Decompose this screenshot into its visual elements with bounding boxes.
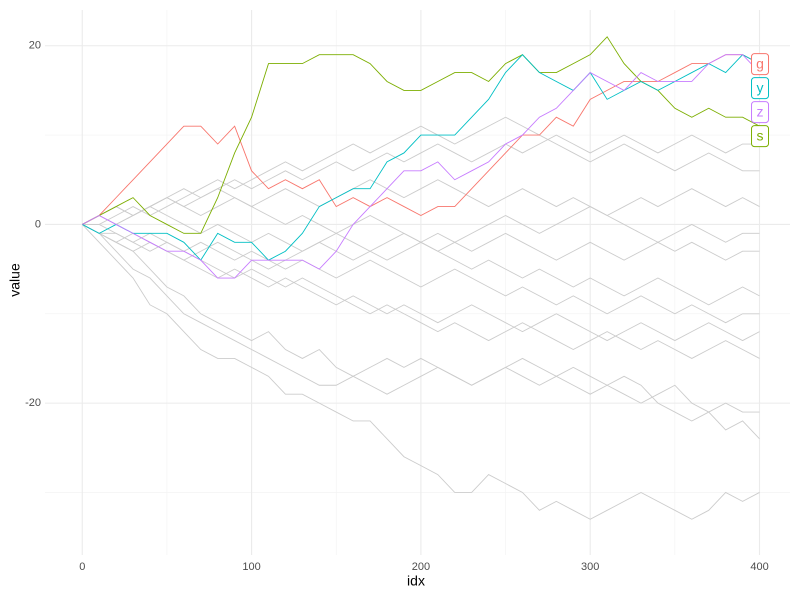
y-tick-label: 20 <box>29 40 41 52</box>
x-axis-title: idx <box>407 573 425 589</box>
x-tick-label: 400 <box>750 561 768 573</box>
y-tick-label: 0 <box>35 218 41 230</box>
background-line <box>82 179 760 225</box>
label-text: y <box>757 79 764 95</box>
label-text: s <box>757 127 764 143</box>
x-tick-label: 200 <box>412 561 430 573</box>
label-box <box>751 101 770 124</box>
background-line <box>82 224 760 422</box>
label-box <box>751 77 770 100</box>
series-line <box>82 54 760 261</box>
x-tick-label: 0 <box>79 561 85 573</box>
label-box <box>751 125 770 148</box>
series-label: g <box>751 53 770 76</box>
series-line <box>82 54 760 279</box>
background-line <box>81 224 760 520</box>
grid <box>45 10 790 555</box>
y-axis-title: value <box>7 263 23 297</box>
series-label: z <box>751 101 770 124</box>
y-tick-label: -20 <box>25 397 41 409</box>
x-tick-label: 300 <box>581 561 599 573</box>
series-line <box>82 54 760 225</box>
series-label: s <box>751 125 770 148</box>
background-line <box>82 134 760 225</box>
label-text: g <box>756 55 764 71</box>
label-box <box>751 53 770 76</box>
background-line <box>82 116 760 225</box>
label-text: z <box>757 103 764 119</box>
background-line <box>82 224 760 342</box>
background-line <box>82 223 760 324</box>
series-label: y <box>751 77 770 100</box>
background-line <box>82 224 760 440</box>
x-tick-label: 100 <box>242 561 260 573</box>
